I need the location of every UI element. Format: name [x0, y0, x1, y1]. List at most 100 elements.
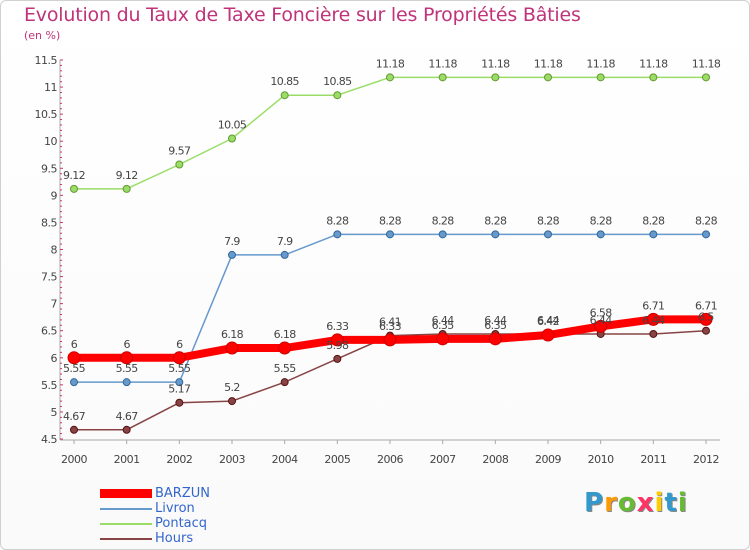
data-label-barzun: 6.33 — [379, 320, 402, 333]
data-point-livron — [649, 230, 658, 239]
data-point-livron — [280, 250, 289, 259]
data-label-hours: 6.44 — [642, 314, 665, 327]
data-point-barzun — [278, 341, 292, 355]
data-point-barzun — [436, 332, 450, 346]
data-point-hours — [122, 425, 131, 434]
y-tick-label: 10 — [44, 135, 57, 148]
data-point-hours — [333, 354, 342, 363]
legend-label: Hours — [155, 531, 194, 546]
x-tick-label: 2007 — [430, 453, 456, 466]
data-label-hours: 5.2 — [224, 381, 240, 394]
data-label-barzun: 6.18 — [221, 328, 244, 341]
data-point-barzun — [488, 332, 502, 346]
data-point-pontacq — [596, 73, 605, 82]
x-tick-label: 2004 — [272, 453, 298, 466]
data-point-livron — [122, 378, 131, 387]
data-label-pontacq: 9.57 — [168, 144, 191, 157]
data-point-pontacq — [228, 134, 236, 143]
data-label-livron: 8.28 — [590, 214, 613, 227]
data-label-pontacq: 11.18 — [376, 57, 405, 70]
legend-label: Pontacq — [155, 516, 208, 531]
data-label-livron: 7.9 — [224, 235, 240, 248]
data-label-pontacq: 10.05 — [218, 119, 247, 132]
data-point-livron — [386, 230, 394, 239]
data-label-pontacq: 11.18 — [586, 57, 615, 70]
data-label-livron: 8.28 — [379, 214, 402, 227]
y-tick-label: 5.5 — [41, 379, 57, 392]
data-label-barzun: 6.18 — [274, 328, 297, 341]
data-label-hours: 6.44 — [432, 314, 455, 327]
data-point-livron — [228, 250, 236, 259]
data-label-barzun: 6.33 — [326, 320, 349, 333]
data-label-pontacq: 9.12 — [63, 169, 85, 182]
data-label-hours: 5.98 — [326, 339, 349, 352]
data-point-pontacq — [702, 73, 710, 82]
data-label-pontacq: 9.12 — [116, 169, 138, 182]
data-point-livron — [544, 230, 552, 239]
data-point-pontacq — [491, 73, 500, 82]
data-label-barzun: 6.71 — [642, 299, 664, 312]
chart-subtitle: (en %) — [24, 29, 61, 42]
legend-swatch — [100, 523, 152, 525]
data-label-livron: 8.28 — [326, 214, 349, 227]
data-label-barzun: 6.35 — [484, 319, 507, 332]
data-point-pontacq — [175, 160, 184, 169]
data-point-hours — [702, 326, 710, 335]
data-label-barzun: 6 — [123, 338, 130, 351]
x-tick-label: 2006 — [377, 453, 403, 466]
data-point-barzun — [330, 333, 344, 347]
y-tick-label: 7 — [51, 298, 58, 311]
data-point-barzun — [120, 351, 134, 365]
data-label-livron: 7.9 — [277, 235, 293, 248]
data-point-pontacq — [333, 91, 342, 100]
y-tick-label: 6.5 — [41, 325, 57, 338]
data-label-hours: 6.41 — [379, 316, 401, 329]
data-point-hours — [70, 425, 78, 434]
legend-swatch — [100, 538, 152, 540]
data-label-barzun: 6 — [176, 338, 183, 351]
data-point-barzun — [225, 341, 239, 355]
line-chart: 4.5 5 5.5 6 6.5 7 7.5 8 8.5 9 9.5 10 10.5 11 11.5 2000 2… — [35, 54, 722, 466]
data-label-pontacq: 10.85 — [270, 75, 299, 88]
y-tick-label: 6 — [51, 352, 58, 365]
x-tick-label: 2008 — [482, 453, 508, 466]
data-label-livron: 5.55 — [116, 362, 139, 375]
y-tick-label: 7.5 — [41, 271, 57, 284]
legend-label: Livron — [155, 501, 195, 516]
data-label-hours: 5.55 — [274, 362, 297, 375]
x-tick-label: 2011 — [640, 453, 666, 466]
data-label-hours: 6.44 — [590, 314, 613, 327]
data-label-barzun: 6.71 — [695, 299, 717, 312]
data-label-pontacq: 11.18 — [428, 57, 457, 70]
data-point-pontacq — [544, 73, 552, 82]
data-point-livron — [491, 230, 500, 239]
data-point-hours — [228, 397, 236, 406]
x-tick-label: 2001 — [114, 453, 140, 466]
data-point-hours — [175, 398, 184, 407]
data-point-barzun — [383, 333, 397, 347]
data-label-livron: 5.55 — [63, 362, 86, 375]
data-label-barzun: 6 — [71, 338, 78, 351]
data-point-livron — [596, 230, 605, 239]
y-tick-label: 8 — [51, 244, 58, 257]
proxiti-logo: Proxiti — [584, 488, 688, 518]
data-label-livron: 8.28 — [432, 214, 455, 227]
data-label-pontacq: 11.18 — [639, 57, 668, 70]
data-point-pontacq — [386, 73, 394, 82]
data-label-livron: 8.28 — [484, 214, 507, 227]
data-point-barzun — [172, 351, 186, 365]
data-point-pontacq — [122, 184, 131, 193]
data-point-barzun — [699, 312, 713, 326]
data-point-barzun — [646, 312, 660, 326]
data-point-barzun — [541, 328, 555, 342]
data-label-hours: 6.44 — [537, 314, 560, 327]
legend-swatch — [100, 489, 152, 498]
y-tick-label: 4.5 — [41, 433, 57, 446]
y-tick-label: 10.5 — [35, 108, 58, 121]
data-point-hours — [649, 329, 658, 338]
x-tick-label: 2002 — [166, 453, 192, 466]
data-label-hours: 4.67 — [116, 410, 139, 423]
data-label-barzun: 6.35 — [432, 319, 455, 332]
y-tick-label: 9 — [51, 189, 58, 202]
